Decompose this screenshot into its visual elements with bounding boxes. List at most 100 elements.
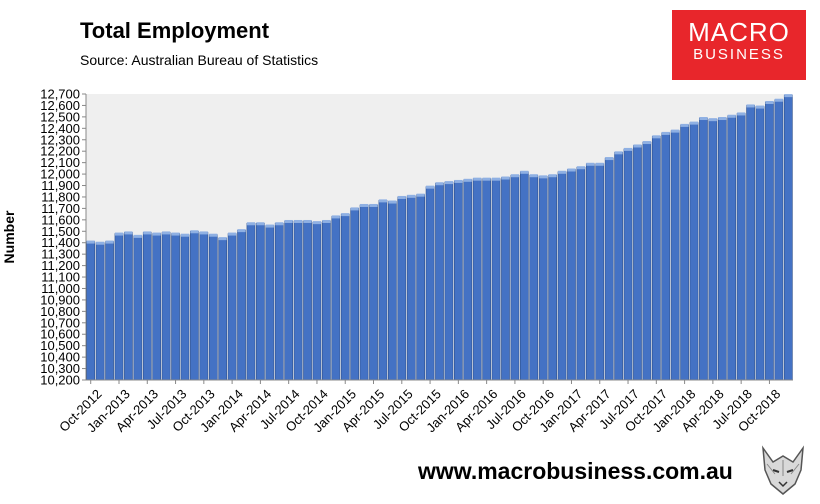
bar-top: [595, 162, 604, 166]
bar-top: [614, 151, 623, 155]
bar: [501, 177, 510, 381]
y-tick-label: 10,900: [40, 292, 80, 307]
bar: [340, 213, 350, 381]
bar: [161, 232, 171, 381]
y-tick-label: 12,700: [40, 87, 80, 102]
bar: [482, 178, 491, 381]
bar-top: [623, 147, 633, 151]
bar-top: [510, 174, 519, 178]
bar: [416, 194, 425, 381]
bar: [727, 115, 737, 381]
y-tick-label: 10,300: [40, 361, 80, 376]
chart-title: Total Employment: [80, 18, 270, 43]
bar-top: [416, 193, 425, 197]
y-tick-label: 11,100: [41, 270, 80, 285]
bar-top: [162, 231, 171, 235]
bar: [152, 233, 162, 381]
bar: [435, 182, 444, 381]
bar-top: [671, 129, 680, 133]
bar: [689, 122, 699, 381]
bar-top: [369, 203, 378, 207]
bar: [472, 178, 482, 381]
bar: [717, 117, 727, 381]
bar-top: [199, 231, 208, 235]
bar-top: [699, 117, 708, 121]
y-tick-label: 10,500: [40, 338, 80, 353]
bar-top: [557, 170, 567, 174]
bar: [114, 233, 124, 381]
bar-top: [539, 175, 548, 179]
bar-top: [397, 195, 406, 199]
bar: [142, 232, 152, 381]
bar: [783, 94, 793, 381]
y-tick-label: 10,800: [40, 304, 80, 319]
logo-line-business: BUSINESS: [693, 46, 785, 63]
bar: [755, 106, 765, 381]
bar: [369, 204, 378, 381]
bar-top: [190, 230, 199, 234]
bar-top: [350, 207, 359, 211]
bar-top: [755, 105, 765, 109]
bar: [774, 99, 784, 381]
bar: [378, 200, 388, 381]
y-tick-label: 12,200: [40, 144, 80, 159]
bar: [180, 234, 190, 381]
bar-top: [501, 176, 510, 180]
bar-top: [727, 114, 736, 118]
bar-top: [529, 174, 538, 178]
y-tick-label: 11,700: [41, 201, 80, 216]
bar-top: [463, 178, 472, 182]
bar-top: [341, 213, 350, 217]
y-tick-label: 11,500: [41, 224, 80, 239]
chart-source: Source: Australian Bureau of Statistics: [80, 52, 319, 68]
bar: [190, 230, 199, 381]
y-tick-label: 11,400: [41, 235, 80, 250]
bar-top: [784, 94, 793, 98]
bar-top: [454, 179, 463, 183]
y-tick-label: 11,800: [41, 189, 80, 204]
bar-top: [209, 233, 218, 237]
bar: [614, 152, 623, 381]
bar-top: [256, 222, 265, 226]
bar: [171, 233, 180, 381]
bar: [444, 181, 454, 381]
bar: [510, 174, 520, 381]
bar-top: [444, 181, 453, 185]
bar-top: [482, 177, 491, 181]
bar: [642, 141, 652, 381]
bar-top: [378, 199, 387, 203]
y-tick-label: 11,200: [41, 258, 80, 273]
bar-top: [114, 232, 124, 236]
x-axis: Oct-2012Jan-2013Apr-2013Jul-2013Oct-2013…: [56, 379, 793, 435]
y-axis: 10,20010,30010,40010,50010,60010,70010,8…: [40, 87, 87, 388]
y-tick-label: 12,300: [40, 132, 80, 147]
bar: [576, 166, 586, 381]
bar: [736, 113, 746, 381]
bar: [463, 179, 473, 381]
bar-top: [661, 131, 670, 135]
bar-top: [275, 222, 284, 226]
y-tick-label: 11,600: [41, 212, 80, 227]
bar-top: [586, 162, 595, 166]
bar: [557, 171, 567, 381]
bar-top: [152, 232, 161, 236]
y-tick-label: 12,600: [40, 98, 80, 113]
bar-top: [407, 194, 416, 198]
bar-top: [237, 229, 246, 233]
bar-top: [331, 215, 340, 219]
bar: [651, 136, 661, 381]
bar: [218, 237, 228, 381]
bar: [746, 105, 755, 381]
bar: [124, 232, 133, 381]
bar: [359, 204, 369, 381]
bar-top: [737, 112, 746, 116]
bar-top: [294, 219, 303, 223]
bar: [548, 174, 557, 381]
y-tick-label: 10,700: [40, 315, 80, 330]
bar: [274, 222, 284, 381]
bar-top: [171, 232, 180, 236]
bar-top: [774, 98, 783, 102]
bar-top: [105, 240, 114, 244]
bar: [680, 124, 689, 381]
